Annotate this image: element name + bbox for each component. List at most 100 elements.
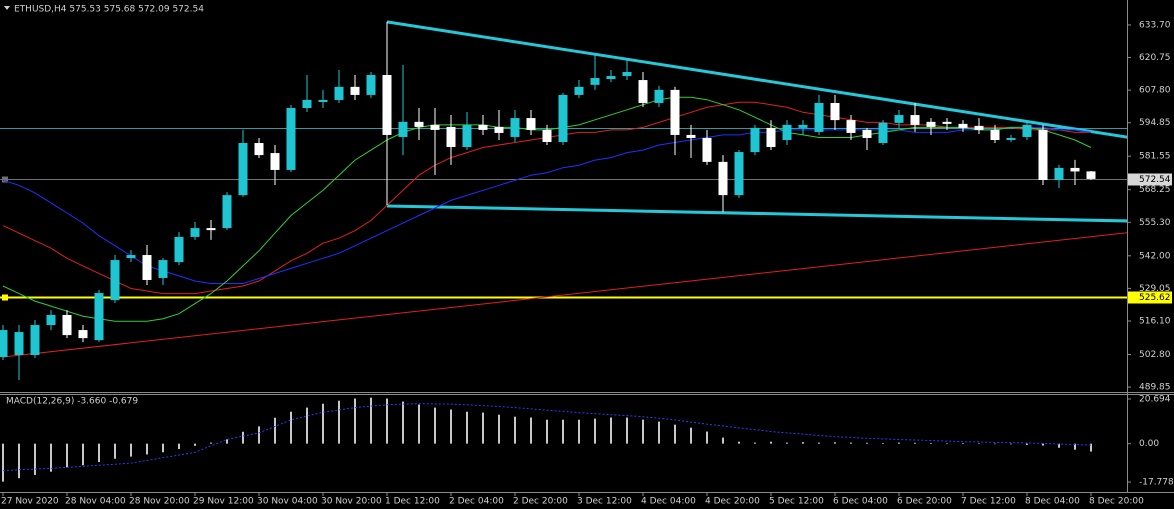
macd-header: MACD(12,26,9) -3.660 -0.679 [6,397,138,407]
macd-bar [82,443,84,466]
macd-bar [226,439,228,444]
candle-body [1086,171,1096,179]
candle-body [158,260,168,278]
macd-bar [818,442,820,444]
macd-bar [546,419,548,444]
macd-bar [50,443,52,472]
x-tick-label: 3 Dec 12:00 [577,497,632,507]
x-tick-label: 29 Nov 12:00 [193,497,254,507]
candle-body [846,120,856,133]
price-panel [0,20,1127,381]
macd-bar [98,443,100,462]
candle-body [94,293,104,341]
macd-bar [2,443,4,482]
y-tick-label: 0.00 [1139,439,1159,449]
candle-body [894,115,904,123]
candle-body [862,129,872,138]
candle-body [286,108,296,170]
candle-body [782,124,792,140]
candle-body [478,124,488,130]
candle-body [14,332,24,355]
price-tag-label: 525.62 [1139,293,1171,303]
candle-body [30,325,40,355]
candle-body [814,102,824,132]
line-handle [2,294,8,301]
y-tick-label: 516.10 [1139,317,1171,327]
candle-body [734,152,744,196]
macd-bar [578,419,580,444]
y-tick-label: 633.70 [1139,20,1171,30]
candle-body [382,75,392,135]
macd-bar [386,398,388,444]
symbol-header: ETHUSD,H4 575.53 575.68 572.09 572.54 [14,5,204,15]
candle-body [1038,129,1048,181]
macd-bar [930,443,932,444]
macd-bar [722,437,724,444]
macd-bar [674,424,676,444]
candle-body [926,121,936,127]
macd-bar [754,442,756,444]
macd-bar [370,397,372,444]
price-tag [1128,173,1172,186]
candle-body [126,255,136,259]
macd-bar [610,417,612,444]
candle-body [542,129,552,142]
axes: 633.70 620.75 607.80 594.85 581.55 568.25 555.… [1,20,1174,506]
candle-body [718,161,728,196]
macd-bar [946,443,948,444]
candle-body [654,89,664,103]
macd-bar [338,400,340,444]
candle-body [510,118,520,137]
candle-body [702,137,712,162]
y-tick-label: 555.30 [1139,218,1171,228]
macd-bar [146,443,148,455]
y-tick-label: 20.694 [1139,394,1171,404]
candle-body [318,99,328,102]
candle-body [558,94,568,142]
candle-body [334,86,344,100]
macd-bar [850,442,852,444]
y-tick-label: 620.75 [1139,53,1171,63]
price-tag [1128,291,1172,304]
candle-body [142,255,152,280]
candle-body [254,143,264,156]
candle-body [910,115,920,125]
macd-bar [866,442,868,444]
candle-body [686,134,696,138]
macd-bar [514,416,516,444]
candle-body [222,195,232,229]
y-tick-label: 542.00 [1139,251,1171,261]
candle-body [366,75,376,95]
candle-body [830,102,840,121]
y-tick-label: 489.85 [1139,383,1171,393]
macd-bar [162,443,164,453]
trend-line [386,204,1127,223]
x-tick-label: 28 Nov 20:00 [129,497,190,507]
macd-bar [1026,443,1028,445]
macd-panel [2,397,1092,482]
signal-line [2,403,1092,472]
candle-body [270,153,280,170]
x-tick-label: 5 Dec 12:00 [769,497,824,507]
candle-body [414,121,424,127]
macd-bar [402,401,404,444]
macd-bar [242,431,244,444]
macd-bar [306,407,308,444]
collapse-icon[interactable] [4,6,10,10]
y-tick-label: 568.25 [1139,185,1171,195]
x-tick-label: 6 Dec 20:00 [897,497,952,507]
x-tick-label: 2 Dec 04:00 [449,497,504,507]
candle-body [526,118,536,130]
x-tick-label: 1 Dec 12:00 [385,497,440,507]
x-tick-label: 28 Nov 04:00 [65,497,126,507]
moving-average [2,126,1092,284]
x-tick-label: 2 Dec 20:00 [513,497,568,507]
x-tick-label: 30 Nov 20:00 [321,497,382,507]
candle-body [750,127,760,153]
macd-bar [562,419,564,444]
candle-body [574,86,584,95]
macd-bar [914,442,916,444]
macd-bar [1074,443,1076,450]
x-tick-label: 7 Dec 12:00 [961,497,1016,507]
y-tick-label: 529.05 [1139,284,1171,294]
